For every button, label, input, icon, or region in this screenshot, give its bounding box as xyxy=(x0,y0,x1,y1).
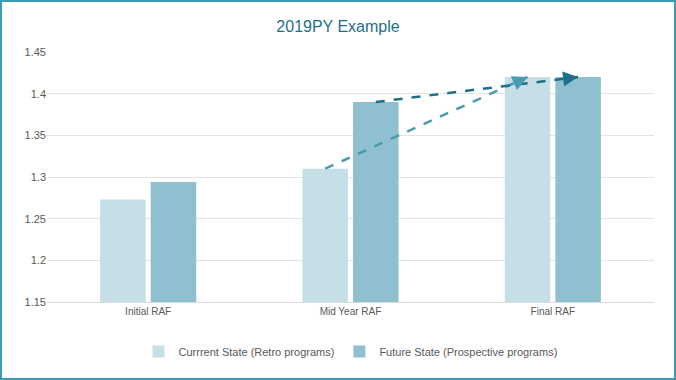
svg-text:Final RAF: Final RAF xyxy=(531,306,575,317)
svg-text:1.4: 1.4 xyxy=(31,88,46,100)
svg-text:1.15: 1.15 xyxy=(25,296,46,308)
svg-text:1.2: 1.2 xyxy=(31,254,46,266)
svg-text:Mid Year RAF: Mid Year RAF xyxy=(320,306,382,317)
svg-text:Currrent State (Retro programs: Currrent State (Retro programs) xyxy=(179,346,335,358)
svg-text:Initial RAF: Initial RAF xyxy=(125,306,171,317)
svg-text:1.35: 1.35 xyxy=(25,129,46,141)
svg-text:Future State (Prospective prog: Future State (Prospective programs) xyxy=(379,346,557,358)
svg-text:1.25: 1.25 xyxy=(25,213,46,225)
svg-text:1.45: 1.45 xyxy=(25,46,46,58)
svg-text:2019PY Example: 2019PY Example xyxy=(276,18,399,35)
svg-text:1.3: 1.3 xyxy=(31,171,46,183)
